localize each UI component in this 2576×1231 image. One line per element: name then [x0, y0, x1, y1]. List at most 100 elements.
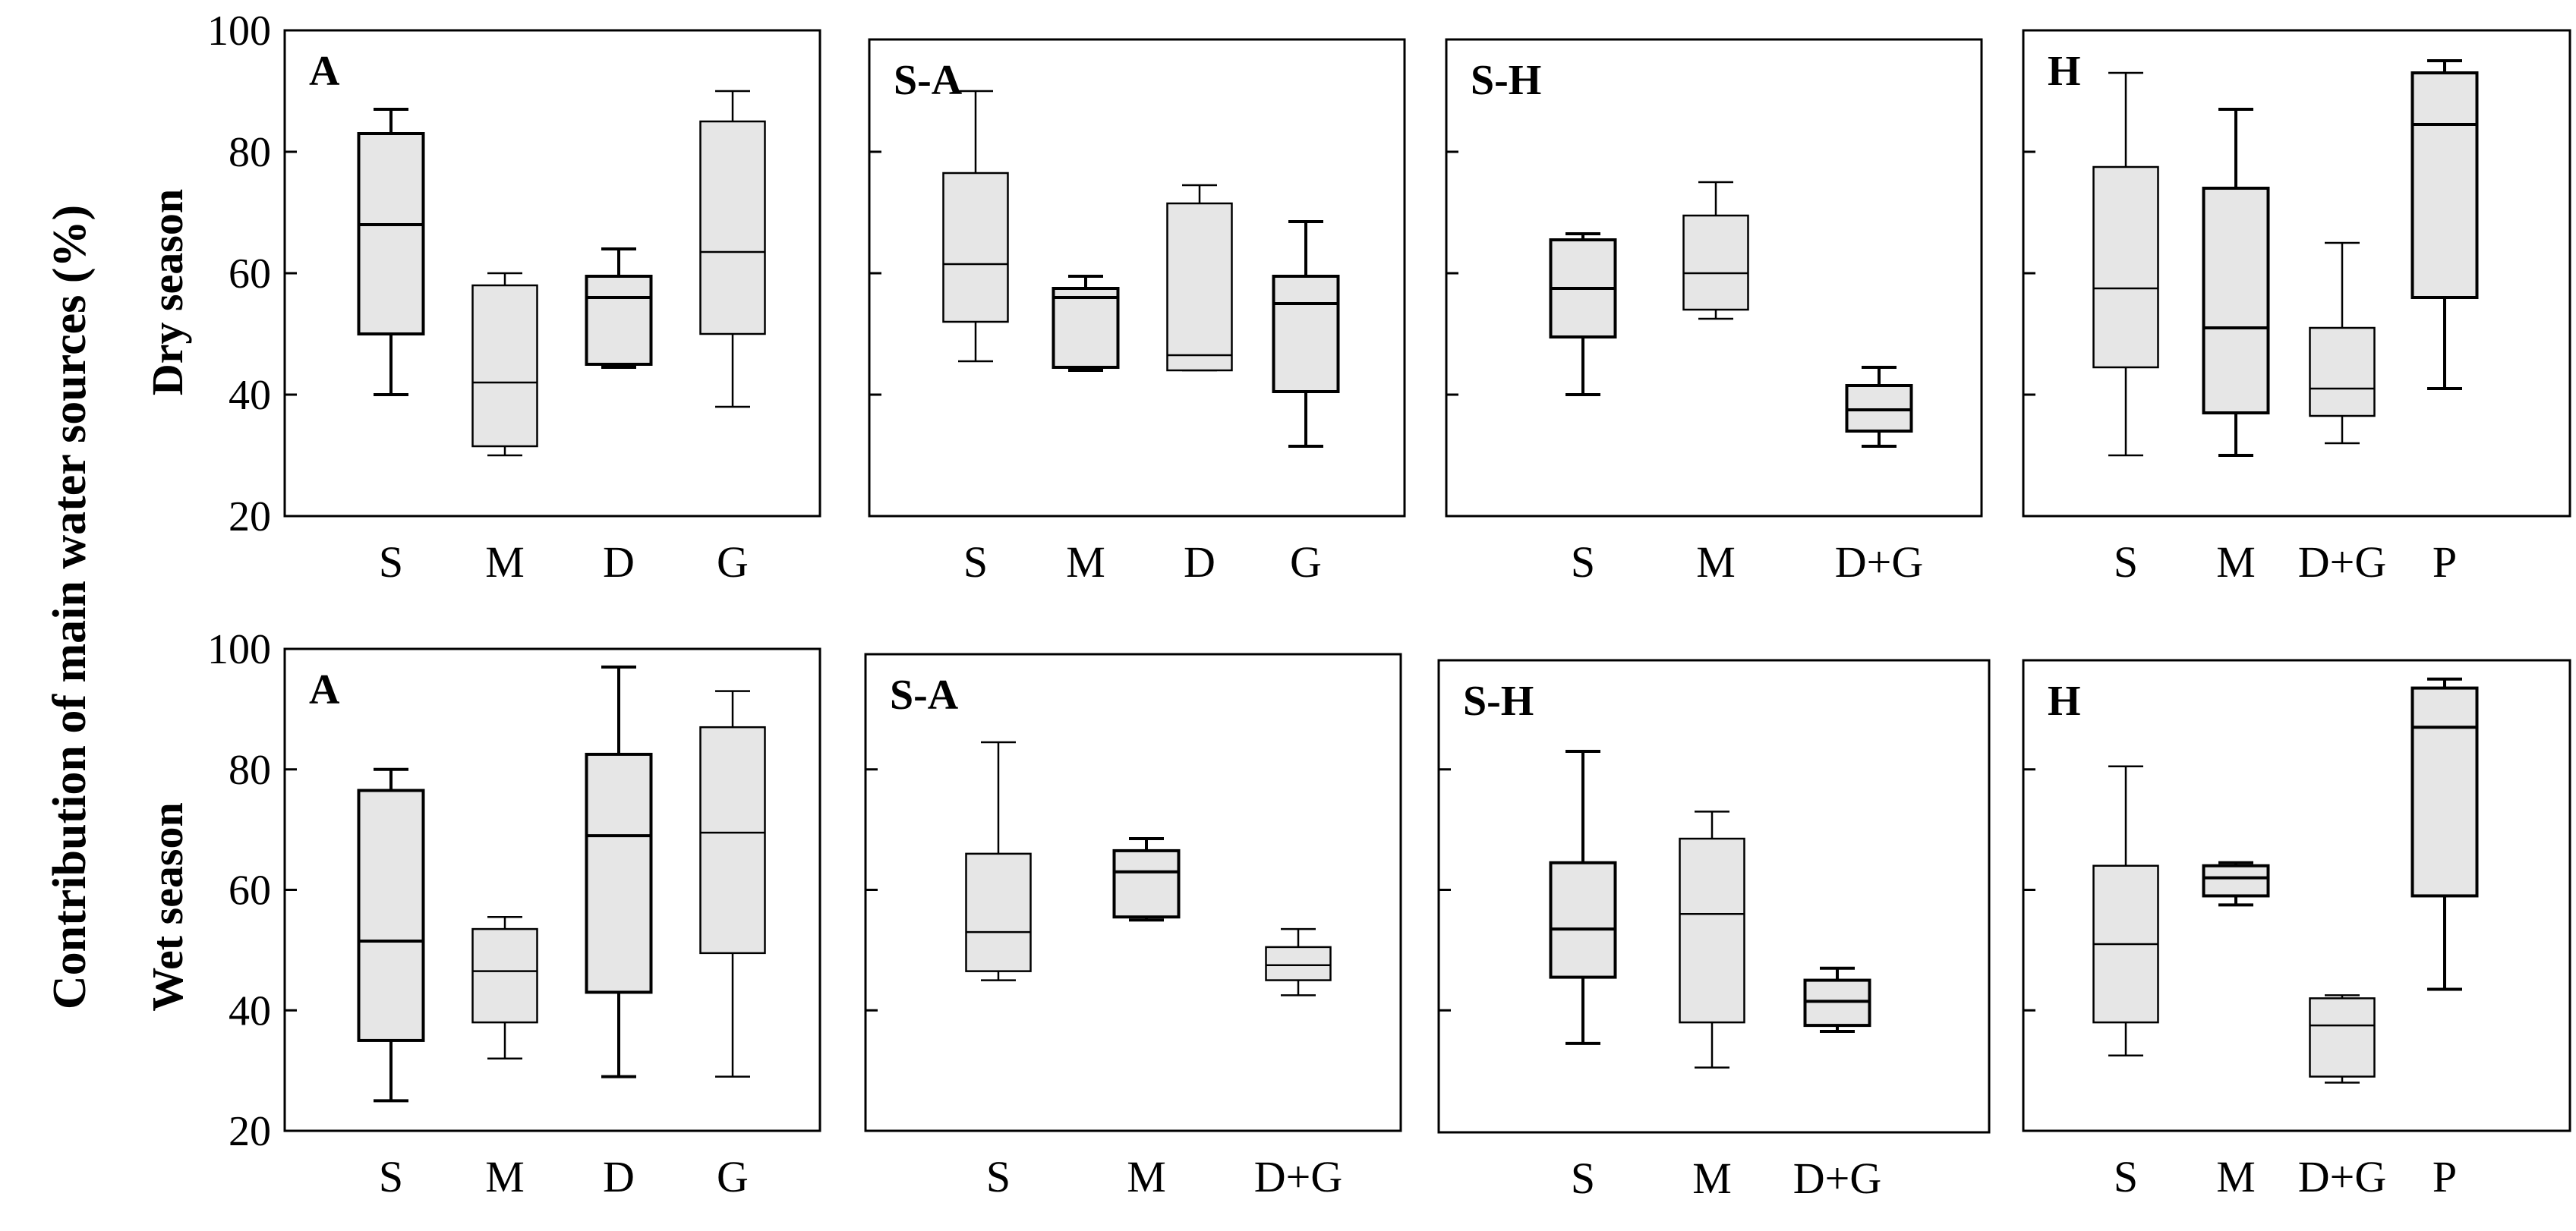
- category-label: M: [2216, 537, 2256, 587]
- panel-frame: [868, 38, 1406, 518]
- category-label: M: [1066, 537, 1105, 587]
- category-label: S: [1571, 537, 1595, 587]
- panel-frame: [1437, 659, 1991, 1134]
- box-m: [471, 915, 538, 1059]
- box-iqr: [357, 132, 425, 335]
- box-m: [471, 272, 538, 457]
- category-label: S: [2114, 537, 2138, 587]
- y-tick-label: 60: [229, 250, 271, 298]
- category-label: S: [379, 1152, 403, 1201]
- panel-frame: [2022, 659, 2571, 1132]
- category-label: D+G: [1835, 537, 1923, 587]
- box-d-g: [2309, 241, 2376, 445]
- panel-title: S-A: [890, 672, 959, 719]
- box-m: [1682, 181, 1749, 320]
- box-m: [1679, 811, 1745, 1069]
- box-iqr: [1112, 848, 1181, 919]
- box-iqr: [2410, 686, 2479, 898]
- category-label: S: [379, 537, 403, 587]
- box-g: [1272, 220, 1340, 448]
- panel-dry-a: A 20 40 60 80 100 S M D G: [207, 8, 821, 587]
- y-tick-label: 100: [207, 626, 271, 673]
- box-iqr: [2202, 864, 2270, 898]
- y-tick-label: 40: [229, 372, 271, 419]
- category-label: D+G: [1793, 1154, 1881, 1203]
- panel-frame: [1445, 38, 1983, 518]
- category-label: M: [2216, 1152, 2256, 1201]
- box-iqr: [471, 284, 538, 448]
- box-iqr: [1166, 202, 1233, 372]
- category-label: G: [717, 1152, 749, 1201]
- box-s: [357, 108, 425, 396]
- panel-wet-a: A 20 40 60 80 100 S M D G: [207, 626, 821, 1201]
- box-iqr: [1682, 214, 1749, 311]
- panel-wet-h: H S M D+G P: [2022, 659, 2571, 1201]
- category-label: S: [986, 1152, 1011, 1201]
- category-label: D+G: [2298, 1152, 2386, 1201]
- panel-title: A: [309, 666, 340, 713]
- box-s: [1549, 749, 1617, 1045]
- box-g: [699, 690, 766, 1078]
- box-iqr: [1679, 837, 1745, 1024]
- panel-frame: [864, 653, 1402, 1132]
- box-m: [2202, 861, 2270, 907]
- category-label: D+G: [1254, 1152, 1342, 1201]
- y-tick-label: 20: [229, 1108, 271, 1155]
- category-label: D: [603, 537, 635, 587]
- category-label: D: [1184, 537, 1215, 587]
- box-iqr: [1052, 287, 1120, 369]
- panel-title: S-A: [894, 57, 963, 104]
- panel-wet-s-a: S-A S M D+G: [864, 653, 1402, 1201]
- y-tick-label: 60: [229, 867, 271, 915]
- box-iqr: [699, 120, 766, 335]
- y-tick-label: 80: [229, 129, 271, 176]
- box-d-g: [1845, 366, 1913, 448]
- panel-title: A: [309, 48, 340, 95]
- panel-dry-s-a: S-A S M D G: [868, 38, 1406, 587]
- category-label: M: [1696, 537, 1736, 587]
- box-s: [357, 767, 425, 1103]
- panel-dry-s-h: S-H S M D+G: [1445, 38, 1983, 587]
- y-tick-label: 80: [229, 747, 271, 794]
- category-label: M: [1127, 1152, 1166, 1201]
- box-s: [942, 90, 1009, 363]
- box-iqr: [357, 789, 425, 1042]
- panel-wet-s-h: S-H S M D+G: [1437, 659, 1991, 1203]
- box-s: [2092, 765, 2159, 1057]
- category-label: D+G: [2298, 537, 2386, 587]
- panel-dry-h: H S M D+G P: [2022, 29, 2571, 587]
- box-d: [585, 665, 653, 1078]
- box-p: [2410, 677, 2479, 991]
- box-m: [1112, 837, 1181, 922]
- category-label: S: [963, 537, 988, 587]
- panel-title: S-H: [1471, 57, 1541, 104]
- panel-title: H: [2048, 48, 2081, 95]
- box-iqr: [471, 927, 538, 1024]
- box-d-g: [1265, 927, 1332, 996]
- panel-title: S-H: [1463, 678, 1534, 725]
- category-label: M: [1692, 1154, 1732, 1203]
- box-d: [1166, 184, 1233, 372]
- category-label: S: [1571, 1154, 1595, 1203]
- box-iqr: [2092, 165, 2159, 369]
- category-label: M: [485, 1152, 525, 1201]
- y-tick-label: 40: [229, 987, 271, 1034]
- y-tick-label: 20: [229, 493, 271, 540]
- box-m: [1052, 275, 1120, 372]
- y-axis-title: Contribution of main water sources (%): [44, 205, 96, 1009]
- box-d-g: [1803, 966, 1871, 1034]
- category-label: G: [717, 537, 749, 587]
- box-iqr: [1265, 946, 1332, 981]
- box-s: [1549, 232, 1617, 396]
- box-iqr: [585, 275, 653, 366]
- box-g: [699, 90, 766, 408]
- category-label: G: [1290, 537, 1322, 587]
- category-label: P: [2433, 537, 2457, 587]
- box-iqr: [1272, 275, 1340, 393]
- box-iqr: [585, 752, 653, 994]
- box-iqr: [942, 172, 1009, 323]
- box-d: [585, 247, 653, 369]
- box-iqr: [965, 852, 1032, 972]
- category-label: M: [485, 537, 525, 587]
